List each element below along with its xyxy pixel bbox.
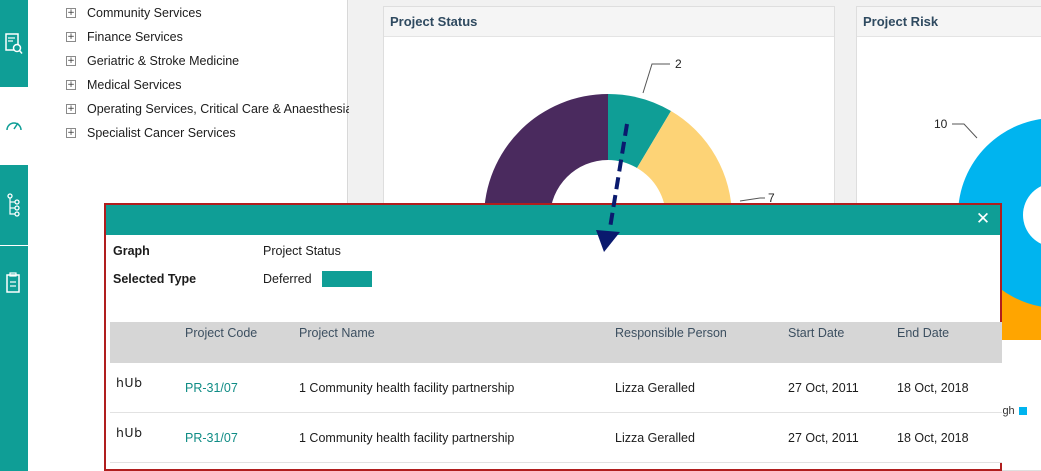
end-date-cell: 18 Oct, 2018 — [897, 431, 969, 445]
tree-item-finance-services[interactable]: + Finance Services — [66, 29, 183, 45]
card-title: Project Status — [384, 7, 834, 37]
tree-item-label: Specialist Cancer Services — [87, 126, 236, 140]
end-date-cell: 18 Oct, 2018 — [897, 381, 969, 395]
column-header-project-code[interactable]: Project Code — [185, 326, 258, 340]
rail-button-report[interactable] — [0, 246, 28, 471]
type-meta-row: Selected Type Deferred — [113, 271, 372, 287]
legend-swatch — [1018, 407, 1027, 415]
expand-plus-icon[interactable]: + — [66, 32, 76, 42]
rail-button-hierarchy[interactable] — [0, 165, 28, 245]
tree-item-label: Operating Services, Critical Care & Anae… — [87, 102, 353, 116]
hub-logo: hUb — [116, 375, 143, 390]
hub-logo: hUb — [116, 425, 143, 440]
expand-plus-icon[interactable]: + — [66, 104, 76, 114]
expand-plus-icon[interactable]: + — [66, 56, 76, 66]
responsible-person-cell: Lizza Geralled — [615, 381, 695, 395]
graph-value: Project Status — [263, 244, 341, 258]
close-icon[interactable]: ✕ — [975, 209, 991, 229]
hierarchy-icon — [7, 193, 20, 217]
tree-item-label: Finance Services — [87, 30, 183, 44]
tree-item-medical-services[interactable]: + Medical Services — [66, 77, 181, 93]
tree-item-community-services[interactable]: + Community Services — [66, 5, 202, 21]
table-header: Project Code Project Name Responsible Pe… — [110, 322, 1002, 363]
table-row[interactable]: hUb PR-31/07 1 Community health facility… — [110, 413, 1002, 463]
tree-item-geriatric-stroke[interactable]: + Geriatric & Stroke Medicine — [66, 53, 239, 69]
type-value: Deferred — [263, 272, 312, 286]
tree-item-operating-services[interactable]: + Operating Services, Critical Care & An… — [66, 101, 352, 117]
rail-button-gauge[interactable] — [0, 88, 28, 164]
tree-item-label: Medical Services — [87, 78, 182, 92]
start-date-cell: 27 Oct, 2011 — [788, 381, 859, 395]
project-name-cell: 1 Community health facility partnership — [299, 381, 515, 395]
tree-item-label: Community Services — [87, 6, 202, 20]
tree-item-specialist-cancer[interactable]: + Specialist Cancer Services — [66, 125, 236, 141]
column-header-end-date[interactable]: End Date — [897, 326, 950, 340]
report-icon — [6, 272, 20, 293]
expand-plus-icon[interactable]: + — [66, 80, 76, 90]
modal-header-bar: ✕ — [106, 205, 1000, 235]
risk-legend-label: igh — [1000, 405, 1015, 417]
column-header-start-date[interactable]: Start Date — [788, 326, 845, 340]
gauge-icon — [6, 122, 22, 131]
risk-legend: igh — [1000, 405, 1027, 417]
document-search-icon — [5, 32, 23, 54]
column-header-responsible-person[interactable]: Responsible Person — [615, 326, 727, 340]
expand-plus-icon[interactable]: + — [66, 128, 76, 138]
project-name-cell: 1 Community health facility partnership — [299, 431, 515, 445]
start-date-cell: 27 Oct, 2011 — [788, 431, 859, 445]
type-label: Selected Type — [113, 272, 197, 286]
project-code-link[interactable]: PR-31/07 — [185, 381, 238, 395]
graph-meta-row: Graph Project Status — [113, 243, 341, 259]
rail-button-document-search[interactable] — [0, 0, 28, 87]
tree-item-label: Geriatric & Stroke Medicine — [87, 54, 240, 68]
graph-label: Graph — [113, 244, 150, 258]
nav-rail — [0, 0, 28, 471]
column-header-project-name[interactable]: Project Name — [299, 326, 375, 340]
project-code-link[interactable]: PR-31/07 — [185, 431, 238, 445]
responsible-person-cell: Lizza Geralled — [615, 431, 695, 445]
expand-plus-icon[interactable]: + — [66, 8, 76, 18]
project-table: Project Code Project Name Responsible Pe… — [110, 322, 1002, 463]
card-title: Project Risk — [857, 7, 1041, 37]
drilldown-modal: ✕ Graph Project Status Selected Type Def… — [104, 203, 1002, 471]
type-color-swatch — [321, 271, 372, 287]
table-row[interactable]: hUb PR-31/07 1 Community health facility… — [110, 363, 1002, 413]
